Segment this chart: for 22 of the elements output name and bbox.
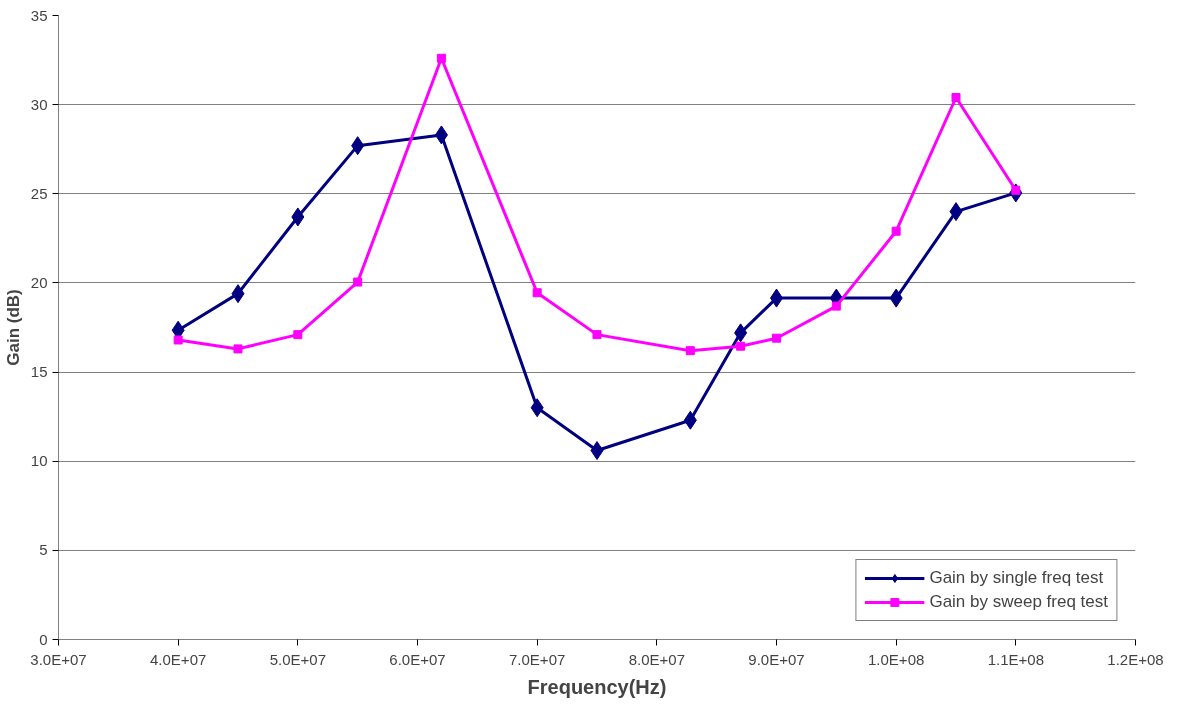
x-tick-label: 1.1E+08	[987, 650, 1044, 668]
y-tick-label: 10	[30, 452, 48, 470]
x-tick-label: 4.0E+07	[150, 650, 207, 668]
x-tick-label: 7.0E+07	[509, 650, 566, 668]
x-tick-label: 6.0E+07	[389, 650, 446, 668]
legend-label: Gain by sweep freq test	[929, 592, 1108, 612]
x-tick-label: 5.0E+07	[269, 650, 326, 668]
x-tick-label: 1.2E+08	[1107, 650, 1164, 668]
y-tick-label: 30	[30, 95, 48, 113]
x-tick-label: 3.0E+07	[30, 650, 87, 668]
y-tick-label: 35	[30, 6, 48, 24]
x-tick-label: 9.0E+07	[748, 650, 805, 668]
x-tick-label: 8.0E+07	[628, 650, 685, 668]
y-tick-label: 5	[39, 541, 48, 559]
y-tick-label: 20	[30, 273, 48, 291]
legend-label: Gain by single freq test	[929, 568, 1104, 588]
x-tick-label: 1.0E+08	[868, 650, 925, 668]
y-tick-label: 0	[39, 630, 48, 648]
y-axis-title: Gain (dB)	[3, 289, 23, 366]
x-axis-title: Frequency(Hz)	[527, 675, 667, 698]
y-tick-label: 25	[30, 184, 48, 202]
y-tick-label: 15	[30, 363, 48, 381]
